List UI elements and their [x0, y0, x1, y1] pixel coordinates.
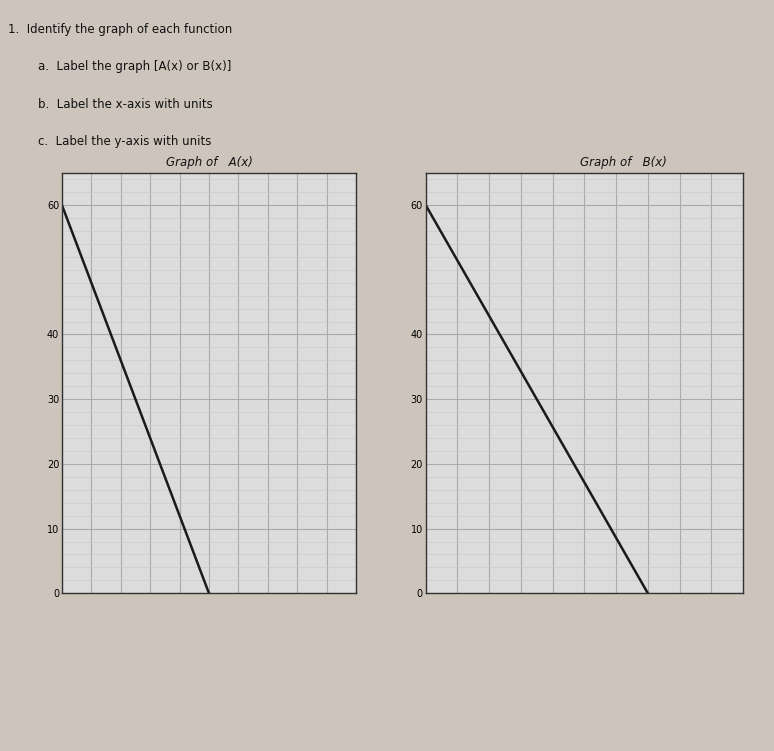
- Text: b.  Label the x-axis with units: b. Label the x-axis with units: [23, 98, 213, 110]
- Text: Graph of   A(x): Graph of A(x): [166, 156, 252, 169]
- Text: Graph of   B(x): Graph of B(x): [580, 156, 666, 169]
- Text: a.  Label the graph [A(x) or B(x)]: a. Label the graph [A(x) or B(x)]: [23, 60, 231, 73]
- Text: c.  Label the y-axis with units: c. Label the y-axis with units: [23, 135, 211, 148]
- Text: 1.  Identify the graph of each function: 1. Identify the graph of each function: [8, 23, 232, 35]
